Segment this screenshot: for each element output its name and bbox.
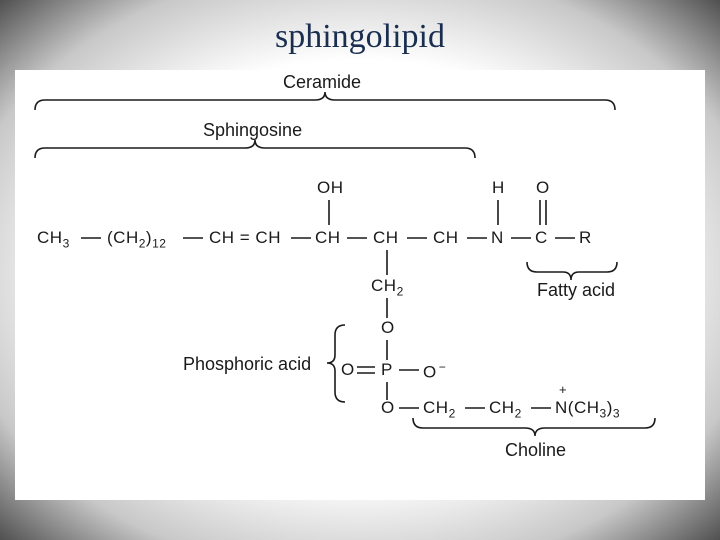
formula-o-mid: O: [381, 318, 395, 338]
formula-n: N: [491, 228, 504, 248]
label-phosphoric-acid: Phosphoric acid: [183, 354, 311, 375]
formula-ch-2: CH: [373, 228, 399, 248]
page-title: sphingolipid: [0, 18, 720, 56]
label-choline: Choline: [505, 440, 566, 461]
formula-ch-eq-ch: CH = CH: [209, 228, 281, 248]
formula-oh: OH: [317, 178, 344, 198]
formula-ch2-c1: CH2: [423, 398, 456, 420]
formula-ch3: CH3: [37, 228, 70, 250]
label-ceramide: Ceramide: [283, 72, 361, 93]
formula-o-top: O: [536, 178, 550, 198]
formula-plus: +: [559, 382, 567, 397]
formula-o-left: O: [341, 360, 355, 380]
formula-o-bottom: O: [381, 398, 395, 418]
formula-n-ch3-3: N(CH3)3: [555, 398, 620, 420]
formula-ch-3: CH: [433, 228, 459, 248]
formula-ch2-12: (CH2)12: [107, 228, 166, 250]
formula-ch-1: CH: [315, 228, 341, 248]
formula-h: H: [492, 178, 505, 198]
formula-o-minus: O−: [423, 360, 446, 383]
formula-r: R: [579, 228, 592, 248]
formula-p: P: [381, 360, 393, 380]
label-sphingosine: Sphingosine: [203, 120, 302, 141]
label-fatty-acid: Fatty acid: [537, 280, 615, 301]
formula-ch2-down1: CH2: [371, 276, 404, 298]
formula-ch2-c2: CH2: [489, 398, 522, 420]
formula-c: C: [535, 228, 548, 248]
chemical-diagram: Ceramide Sphingosine Fatty acid Phosphor…: [15, 70, 705, 500]
